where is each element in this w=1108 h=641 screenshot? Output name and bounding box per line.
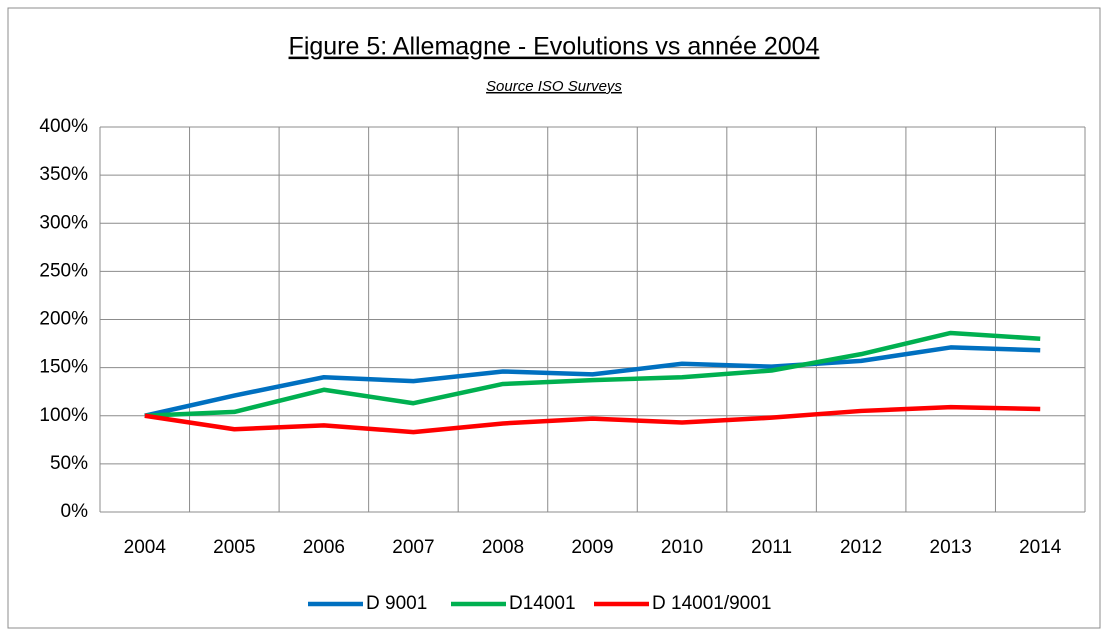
x-tick-label: 2010 [661,537,703,558]
x-tick-label: 2005 [213,537,255,558]
x-tick-label: 2007 [392,537,434,558]
series-line [144,345,1041,418]
chart-subtitle: Source ISO Surveys [486,78,622,95]
x-tick-label: 2014 [1019,537,1062,558]
chart-border [7,7,1101,629]
chart-title: Figure 5: Allemagne - Evolutions vs anné… [289,33,820,61]
x-tick-label: 2009 [571,537,613,558]
series-line [144,330,1041,418]
legend-label: D 9001 [366,593,427,614]
y-tick-label: 200% [39,309,88,330]
x-tick-label: 2008 [482,537,524,558]
x-tick-label: 2012 [840,537,882,558]
x-tick-label: 2006 [303,537,345,558]
y-tick-label: 150% [39,357,88,378]
legend-label: D14001 [509,593,576,614]
y-tick-label: 400% [39,116,88,137]
y-tick-label: 0% [61,501,89,522]
legend-label: D 14001/9001 [652,593,771,614]
y-tick-label: 300% [39,212,88,233]
y-tick-label: 50% [50,453,88,474]
y-tick-label: 350% [39,164,88,185]
y-tick-label: 250% [39,260,88,281]
y-tick-label: 100% [39,405,88,426]
x-tick-label: 2011 [751,537,792,558]
series-line [144,404,1041,435]
x-tick-label: 2004 [124,537,167,558]
x-tick-label: 2013 [930,537,972,558]
